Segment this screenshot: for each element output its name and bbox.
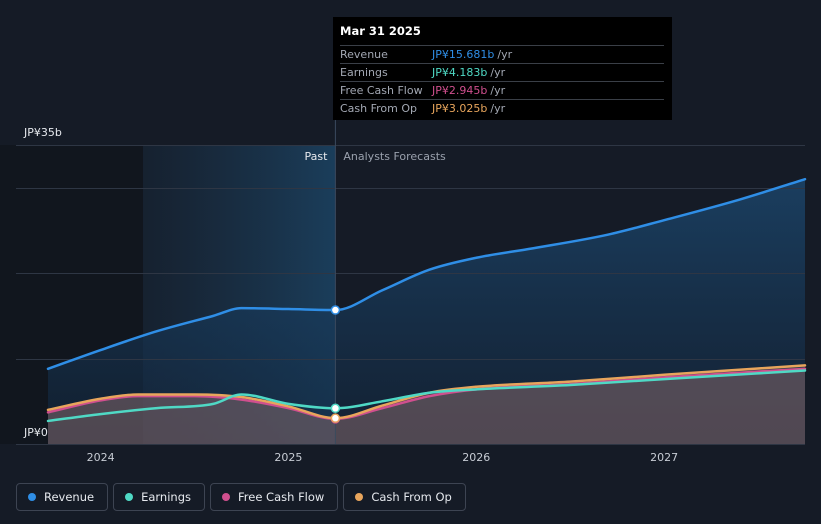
legend-dot-icon [28, 493, 36, 501]
revenue-line [46, 177, 807, 371]
tooltip-unit: /yr [490, 66, 506, 79]
cash-from-op-line [46, 364, 807, 420]
legend-label: Earnings [141, 490, 191, 504]
x-tick-label-2024: 2024 [87, 451, 115, 464]
free-cash-flow-area [48, 368, 805, 444]
tooltip-row-earnings: Earnings JP¥4.183b /yr [340, 64, 664, 82]
legend-item-revenue[interactable]: Revenue [16, 483, 109, 511]
tooltip-row-free-cash-flow: Free Cash Flow JP¥2.945b /yr [340, 82, 664, 100]
past-label: Past [304, 150, 328, 163]
tooltip-date: Mar 31 2025 [340, 23, 664, 46]
earnings-marker [330, 403, 341, 414]
tooltip-unit: /yr [497, 48, 513, 61]
legend-label: Free Cash Flow [238, 490, 325, 504]
tooltip-label: Cash From Op [340, 102, 418, 115]
tooltip-label: Free Cash Flow [340, 84, 423, 97]
legend-dot-icon [125, 493, 134, 501]
x-tick-label-2025: 2025 [274, 451, 302, 464]
earnings-line [46, 369, 807, 423]
legend-dot-icon [355, 493, 364, 501]
forecast-label: Analysts Forecasts [343, 150, 446, 163]
tooltip-value: JP¥4.183b [432, 66, 488, 79]
tooltip-row-revenue: Revenue JP¥15.681b /yr [340, 46, 664, 64]
revenue-marker [330, 305, 341, 315]
legend-dot-icon [222, 493, 230, 501]
x-tick-label-2026: 2026 [462, 451, 490, 464]
legend-label: Cash From Op [371, 490, 452, 504]
legend-item-cash-from-op[interactable]: Cash From Op [343, 483, 466, 511]
x-tick-label-2027: 2027 [650, 451, 678, 464]
tooltip-value: JP¥2.945b [432, 84, 488, 97]
tooltip-label: Revenue [340, 48, 388, 61]
tooltip-unit: /yr [490, 84, 506, 97]
cash-from-op-marker [330, 413, 341, 423]
cash-from-op-area [48, 365, 805, 444]
tooltip-value: JP¥3.025b [432, 102, 488, 115]
chart-legend: Revenue Earnings Free Cash Flow Cash Fro… [16, 483, 466, 511]
tooltip-label: Earnings [340, 66, 388, 79]
tooltip-row-cash-from-op: Cash From Op JP¥3.025b /yr [340, 100, 664, 117]
legend-label: Revenue [44, 490, 95, 504]
tooltip-value: JP¥15.681b [432, 48, 495, 61]
data-tooltip: Mar 31 2025 Revenue JP¥15.681b /yr Earni… [333, 17, 672, 120]
legend-item-earnings[interactable]: Earnings [113, 483, 205, 511]
legend-item-free-cash-flow[interactable]: Free Cash Flow [210, 483, 339, 511]
y-axis-bottom-label: JP¥0 [23, 426, 48, 439]
tooltip-unit: /yr [490, 102, 506, 115]
y-axis-top-label: JP¥35b [23, 126, 62, 139]
